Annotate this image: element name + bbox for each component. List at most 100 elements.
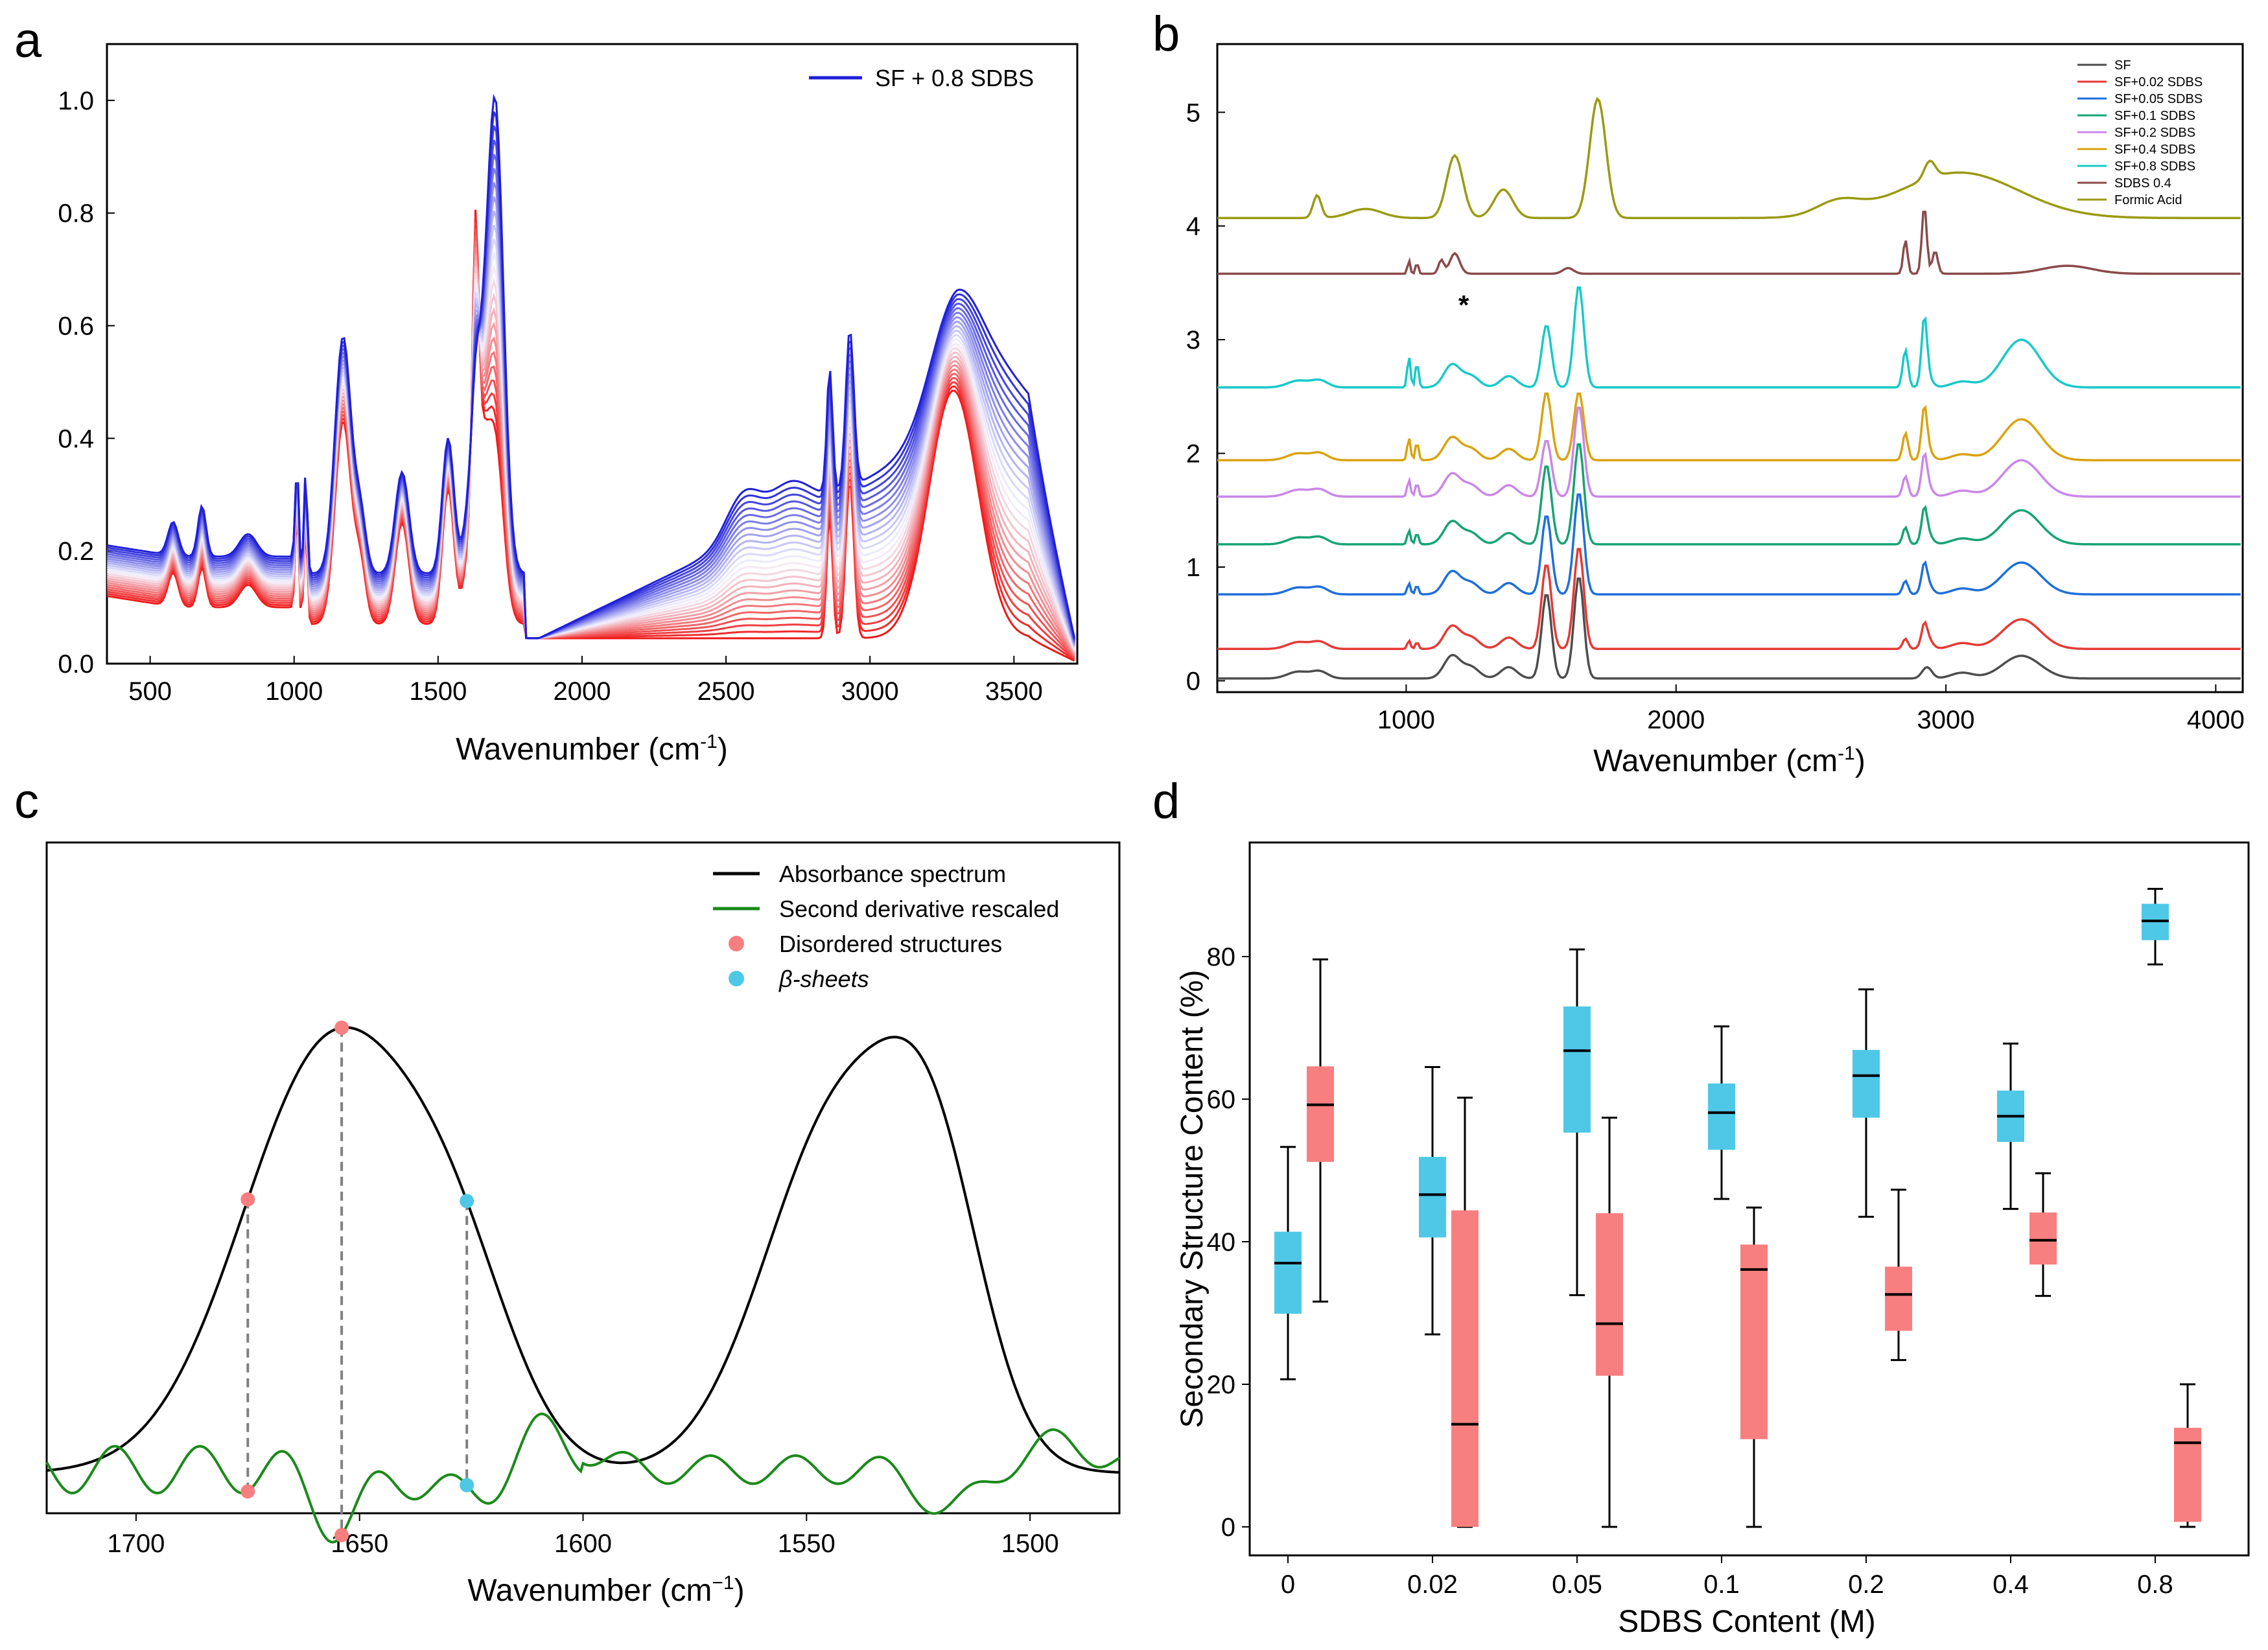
y-tick-label: 0.6 (58, 312, 94, 341)
panel-b-xlabel: Wavenumber (cm-1) (1593, 743, 1865, 778)
legend-label: Formic Acid (2114, 193, 2182, 207)
x-tick-label: 0.05 (1552, 1570, 1602, 1599)
x-tick-label: 2000 (553, 677, 611, 706)
panel-a-xlabel-unit: (cm (648, 732, 700, 767)
spectrum-line (106, 272, 1075, 651)
marker-point (460, 1194, 474, 1209)
spectrum-line (1217, 406, 2241, 498)
panel-a-frame (106, 43, 1079, 665)
panel-b-xlabel-sup: -1 (1838, 743, 1855, 764)
spectrum-line (106, 235, 1075, 658)
x-tick-label: 0 (1281, 1570, 1295, 1599)
panel-a-ticks: 500 1000 1500 2000 2500 3000 3500 0.0 0.2 0.4 0.6 0… (58, 87, 1042, 706)
spectrum-line (1217, 577, 2241, 680)
y-tick-label: 60 (1207, 1086, 1236, 1114)
spectrum-line (106, 154, 1076, 642)
spectrum-line (106, 260, 1075, 653)
legend-label: Absorbance spectrum (779, 861, 1006, 887)
x-tick-label: 0.8 (2137, 1570, 2173, 1599)
x-tick-label: 3000 (1917, 706, 1975, 734)
spectrum-line (106, 139, 1076, 641)
panel-b-spectra (1217, 97, 2241, 680)
panel-b-frame (1216, 43, 2244, 693)
legend-label: SF+0.8 SDBS (2114, 159, 2195, 174)
x-tick-label: 0.4 (1993, 1570, 2029, 1599)
spectrum-line (106, 222, 1075, 660)
box-body (1274, 1231, 1302, 1314)
spectrum-line (106, 264, 1075, 651)
box-body (1708, 1083, 1735, 1150)
panel-b-xlabel-unit: (cm (1786, 744, 1838, 778)
y-tick-label: 40 (1207, 1228, 1236, 1257)
second-derivative-curve (45, 1412, 1121, 1544)
panel-a-spectra (106, 93, 1076, 662)
y-tick-label: 4 (1186, 213, 1200, 241)
spectrum-line (1217, 392, 2241, 461)
legend-swatch (729, 936, 744, 951)
legend-label: Disordered structures (779, 931, 1002, 957)
spectrum-line (1217, 548, 2241, 651)
marker-point (240, 1192, 255, 1207)
marker-point (460, 1478, 474, 1493)
spectrum-line (106, 216, 1075, 661)
spectrum-line (106, 224, 1076, 647)
x-tick-label: 1700 (107, 1529, 165, 1558)
x-tick-label: 2500 (697, 677, 755, 706)
legend-label: SF+0.2 SDBS (2114, 126, 2195, 140)
spectrum-line (1217, 97, 2241, 220)
panel-c-xlabel: Wavenumber (cm−1) (467, 1572, 744, 1608)
spectrum-line (106, 209, 1075, 662)
legend-label: Second derivative rescaled (779, 896, 1059, 922)
legend-label: SF+0.1 SDBS (2114, 109, 2195, 123)
panel-a-xlabel-end: ) (718, 732, 728, 767)
panel-b-letter: b (1152, 6, 1180, 62)
spectrum-line (106, 241, 1075, 657)
panel-c-letter: c (14, 774, 39, 829)
x-tick-label: 0.1 (1703, 1570, 1740, 1599)
y-tick-label: 20 (1207, 1371, 1236, 1399)
y-tick-label: 0.4 (58, 424, 94, 453)
y-tick-label: 0 (1186, 667, 1200, 695)
panel-c-curves (45, 1020, 1121, 1544)
y-tick-label: 1.0 (58, 87, 94, 115)
panel-c-xlabel-sup: −1 (712, 1572, 734, 1594)
x-tick-label: 0.02 (1407, 1570, 1458, 1599)
y-tick-label: 3 (1186, 326, 1200, 354)
x-tick-label: 1500 (1001, 1529, 1059, 1558)
y-tick-label: 0.8 (58, 200, 94, 228)
spectrum-line (1217, 443, 2241, 546)
box-body (1596, 1213, 1623, 1376)
panel-b-ticks: 1000 2000 3000 4000 0 1 2 3 4 5 (1186, 99, 2245, 734)
panel-b-star-annotation: * (1458, 290, 1469, 320)
legend-label: SF+0.02 SDBS (2114, 75, 2203, 89)
spectrum-line (106, 182, 1076, 644)
panel-d-boxes (1274, 888, 2201, 1528)
spectrum-line (1217, 493, 2241, 596)
legend-label: SF+0.05 SDBS (2114, 92, 2203, 106)
panel-b-legend: SF SF+0.02 SDBS SF+0.05 SDBS SF+0.1 SDBS SF+… (2077, 58, 2203, 207)
panel-c-xlabel-text: Wavenumber (cm (467, 1574, 712, 1608)
x-tick-label: 1000 (1377, 706, 1435, 734)
y-tick-label: 2 (1186, 440, 1200, 469)
spectrum-line (106, 93, 1076, 640)
x-tick-label: 1600 (554, 1529, 612, 1558)
x-tick-label: 3500 (985, 677, 1043, 706)
absorbance-curve (46, 1026, 1120, 1474)
box-body (1885, 1266, 1912, 1331)
panel-d-letter: d (1152, 774, 1180, 829)
y-tick-label: 0.0 (58, 650, 94, 679)
panel-d-ticks: 0 0.02 0.05 0.1 0.2 0.4 0.8 0 20 40 60 80 (1207, 943, 2173, 1599)
box-body (1307, 1066, 1334, 1162)
box-body (1740, 1244, 1768, 1439)
x-tick-label: 500 (128, 677, 172, 706)
panel-a-xlabel-sup: -1 (700, 731, 718, 752)
spectrum-line (106, 125, 1076, 640)
y-tick-label: 5 (1186, 99, 1200, 127)
y-tick-label: 0 (1221, 1513, 1235, 1542)
panel-a-letter: a (14, 13, 42, 68)
spectrum-line (106, 247, 1075, 656)
spectrum-line (106, 249, 1075, 649)
panel-c-legend: Absorbance spectrum Second derivative res… (713, 861, 1059, 992)
